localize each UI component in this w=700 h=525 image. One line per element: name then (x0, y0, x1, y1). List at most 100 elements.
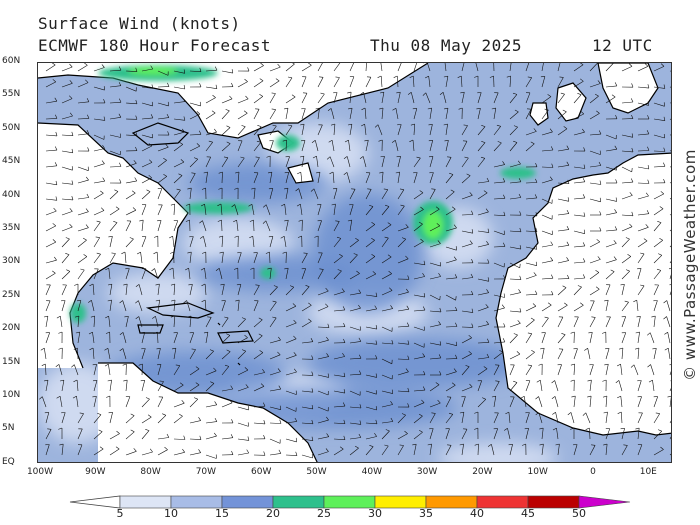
wind-barb (317, 374, 329, 378)
wind-barb-flag (308, 318, 312, 322)
wind-barb-flag (230, 434, 234, 438)
wind-barb-flag (284, 219, 289, 222)
wind-barb-flag (327, 373, 329, 378)
wind-barb-flag (153, 251, 158, 255)
wind-barb-flag (435, 382, 440, 386)
wind-barb (221, 335, 231, 344)
wind-barb (45, 64, 56, 72)
wind-barb (509, 163, 521, 168)
wind-barb-flag (223, 156, 228, 158)
wind-barb-flag (102, 177, 106, 182)
wind-barb-flag (135, 131, 138, 136)
wind-map (37, 62, 672, 463)
wind-barb (93, 134, 105, 140)
wind-barb (461, 125, 468, 136)
wind-barb-flag (339, 446, 344, 450)
wind-barb (221, 98, 233, 104)
wind-barb (317, 290, 329, 296)
wind-barb-flag (438, 321, 441, 325)
wind-barb (541, 96, 552, 104)
wind-barb (509, 181, 521, 184)
wind-barb-flag (519, 245, 522, 250)
wind-barb (461, 141, 468, 152)
wind-barb-flag (198, 417, 201, 421)
wind-barb (220, 203, 223, 216)
legend-value: 10 (164, 507, 178, 520)
wind-barb-flag (311, 404, 314, 409)
wind-barb (173, 161, 185, 168)
wind-barb-flag (88, 331, 93, 335)
land-masses (38, 63, 671, 462)
wind-barb (349, 204, 354, 216)
wind-barb-flag (90, 315, 95, 318)
wind-barb-flag (544, 316, 549, 319)
wind-barb (556, 428, 559, 440)
wind-barb-flag (379, 171, 384, 174)
wind-barb (269, 339, 281, 344)
wind-barb (125, 180, 137, 184)
wind-barb-flag (359, 354, 362, 359)
wind-barb (60, 316, 63, 328)
wind-barb-flag (71, 148, 74, 153)
wind-barb-flag (460, 91, 465, 94)
wind-barb-flag (566, 161, 570, 166)
wind-barb (317, 406, 329, 412)
wind-barb (541, 230, 553, 235)
wind-barb-flag (671, 413, 672, 414)
legend-value: 35 (419, 507, 433, 520)
wind-barb (269, 172, 273, 184)
wind-barb-flag (390, 417, 394, 422)
wind-barb (205, 156, 211, 168)
wind-barb-flag (80, 268, 85, 271)
wind-barb-flag (455, 296, 457, 301)
wind-barb (669, 274, 671, 280)
wind-barb-flag (503, 242, 506, 247)
wind-barb (173, 332, 178, 344)
wind-barb (413, 192, 424, 200)
wind-barb (42, 396, 47, 408)
wind-barb-flag (165, 143, 169, 148)
wind-barb (605, 364, 609, 376)
wind-barb (541, 348, 545, 360)
wind-barb (221, 402, 233, 408)
wind-barb-flag (401, 237, 406, 240)
wind-barb-flag (139, 219, 144, 222)
wind-barb (285, 188, 289, 200)
wind-barb (109, 433, 120, 440)
wind-barb-flag (595, 270, 600, 273)
wind-barb (349, 220, 353, 232)
wind-barb-flag (647, 84, 650, 89)
wind-barb (637, 316, 641, 328)
wind-barb (125, 102, 138, 105)
wind-barb-flag (582, 412, 587, 416)
wind-barb-flag (535, 212, 538, 217)
wind-barb (109, 85, 121, 88)
wind-barb-flag (564, 302, 568, 306)
wind-barb-flag (108, 412, 113, 414)
wind-barb (397, 390, 410, 393)
wind-barb (637, 285, 645, 296)
wind-barb (301, 305, 312, 312)
wind-barb-flag (185, 219, 190, 222)
wind-barb (141, 68, 153, 72)
wind-barb-flag (620, 284, 625, 286)
wind-barb-flag (597, 80, 601, 84)
wind-barb (508, 412, 511, 424)
wind-barb (429, 208, 440, 216)
wind-barb (381, 290, 393, 296)
wind-barb-flag (343, 322, 346, 327)
wind-barb-flag (436, 223, 440, 227)
legend-value: 20 (266, 507, 280, 520)
wind-barb (317, 269, 324, 280)
wind-barb (301, 124, 305, 136)
wind-barb-flag (610, 269, 615, 272)
coastlines (38, 63, 671, 462)
wind-barb-flag (89, 283, 94, 287)
wind-barb-flag (231, 69, 234, 74)
wind-barb (333, 405, 346, 408)
wind-barb (461, 75, 463, 88)
wind-barb-flag (538, 363, 543, 366)
wind-barb-flag (267, 267, 272, 270)
wind-barb (381, 430, 390, 440)
wind-barb (541, 260, 553, 264)
